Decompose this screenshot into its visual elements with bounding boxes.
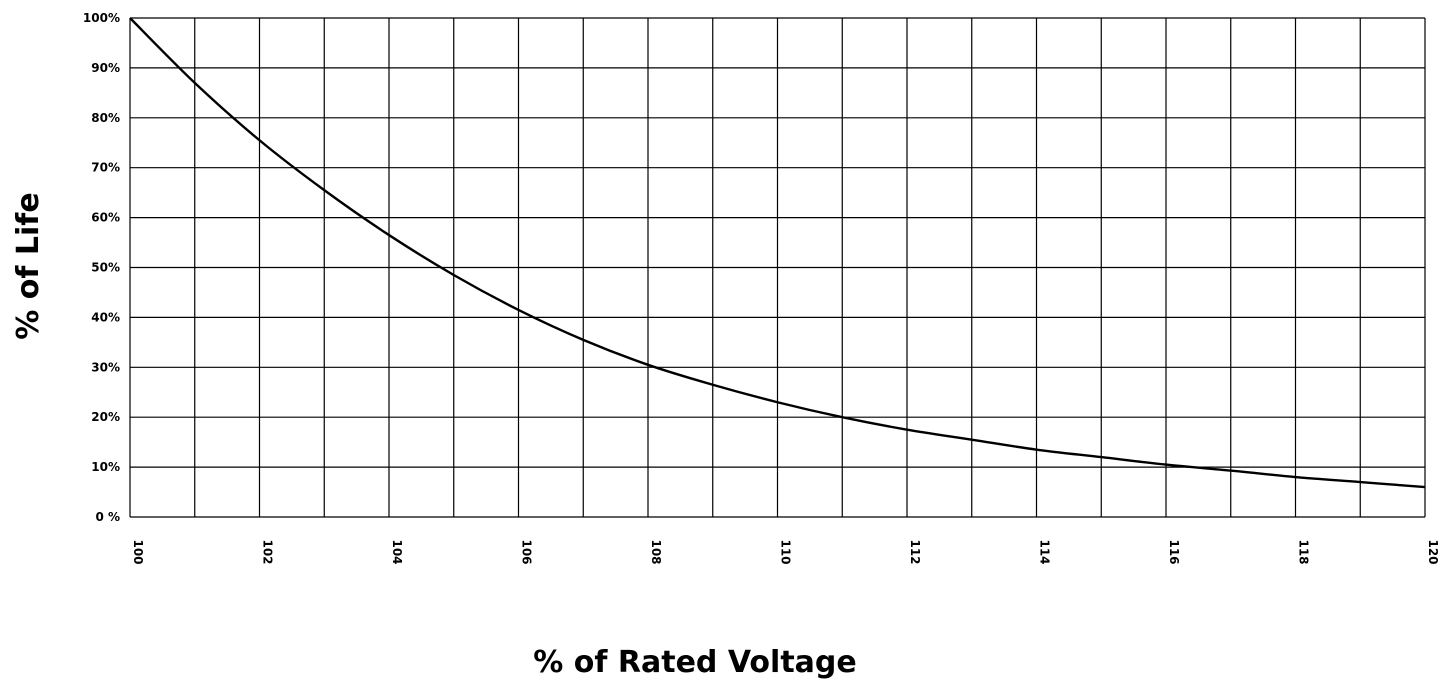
x-tick-label: 118	[1297, 539, 1311, 564]
x-tick-label: 104	[390, 539, 404, 564]
x-tick-label: 110	[779, 539, 793, 564]
x-tick-label: 106	[520, 539, 534, 564]
y-axis-title: % of Life	[11, 192, 46, 339]
x-tick-label: 102	[261, 539, 275, 564]
x-tick-label: 100	[131, 539, 145, 564]
y-tick-label: 80%	[91, 111, 120, 125]
grid-lines	[129, 17, 1426, 518]
x-tick-label: 108	[649, 539, 663, 564]
x-axis-title: % of Rated Voltage	[533, 645, 856, 680]
y-tick-label: 50%	[91, 261, 120, 275]
y-tick-label: 30%	[91, 360, 120, 374]
y-tick-label: 70%	[91, 161, 120, 175]
y-axis-ticks: 0 % 10% 20% 30% 40% 50% 60% 70% 80% 90% 100%	[83, 11, 120, 524]
x-tick-label: 112	[908, 539, 922, 564]
y-tick-label: 20%	[91, 410, 120, 424]
x-tick-label: 116	[1167, 539, 1181, 564]
x-tick-label: 120	[1426, 539, 1440, 564]
y-tick-label: 0 %	[95, 510, 120, 524]
x-axis-ticks: 100 102 104 106 108 110 112 114 116 118 120	[131, 539, 1440, 564]
x-tick-label: 114	[1038, 539, 1052, 564]
y-tick-label: 100%	[83, 11, 120, 25]
series-layer	[129, 17, 1426, 489]
life-curve	[129, 17, 1426, 489]
y-tick-label: 90%	[91, 61, 120, 75]
y-tick-label: 60%	[91, 211, 120, 225]
y-tick-label: 40%	[91, 310, 120, 324]
y-tick-label: 10%	[91, 460, 120, 474]
